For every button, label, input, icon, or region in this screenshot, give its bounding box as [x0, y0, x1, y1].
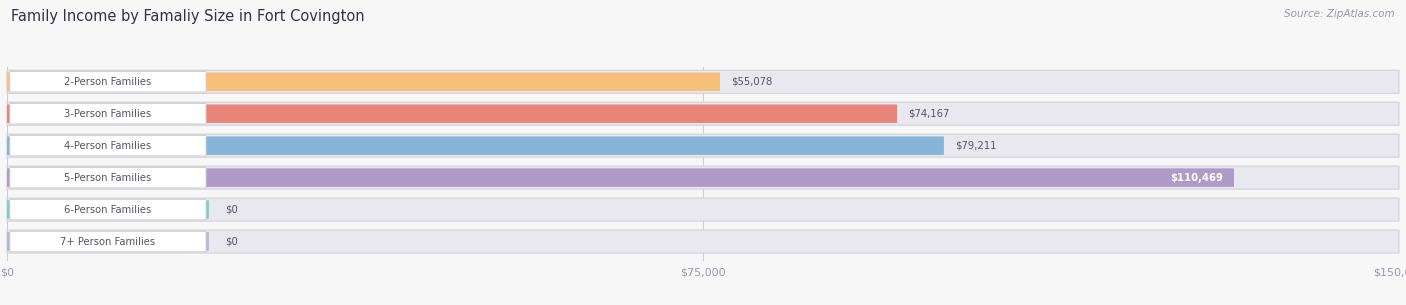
- Text: Source: ZipAtlas.com: Source: ZipAtlas.com: [1284, 9, 1395, 19]
- FancyBboxPatch shape: [10, 135, 207, 156]
- Text: 4-Person Families: 4-Person Families: [65, 141, 152, 151]
- Text: $110,469: $110,469: [1170, 173, 1223, 183]
- FancyBboxPatch shape: [7, 168, 1234, 187]
- Text: 5-Person Families: 5-Person Families: [65, 173, 152, 183]
- FancyBboxPatch shape: [7, 102, 1399, 125]
- FancyBboxPatch shape: [7, 134, 1399, 157]
- FancyBboxPatch shape: [7, 136, 943, 155]
- FancyBboxPatch shape: [10, 199, 207, 220]
- Text: 2-Person Families: 2-Person Families: [65, 77, 152, 87]
- FancyBboxPatch shape: [7, 73, 720, 91]
- Text: $0: $0: [225, 237, 238, 246]
- Text: $0: $0: [225, 205, 238, 215]
- FancyBboxPatch shape: [10, 72, 207, 92]
- Text: Family Income by Famaliy Size in Fort Covington: Family Income by Famaliy Size in Fort Co…: [11, 9, 366, 24]
- FancyBboxPatch shape: [7, 104, 897, 123]
- Text: 3-Person Families: 3-Person Families: [65, 109, 152, 119]
- FancyBboxPatch shape: [7, 200, 209, 219]
- FancyBboxPatch shape: [10, 167, 207, 188]
- Text: $55,078: $55,078: [731, 77, 772, 87]
- Text: 7+ Person Families: 7+ Person Families: [60, 237, 156, 246]
- Text: $74,167: $74,167: [908, 109, 949, 119]
- FancyBboxPatch shape: [10, 231, 207, 252]
- Text: $79,211: $79,211: [955, 141, 997, 151]
- FancyBboxPatch shape: [7, 198, 1399, 221]
- Text: 6-Person Families: 6-Person Families: [65, 205, 152, 215]
- FancyBboxPatch shape: [10, 103, 207, 124]
- FancyBboxPatch shape: [7, 232, 209, 251]
- FancyBboxPatch shape: [7, 230, 1399, 253]
- FancyBboxPatch shape: [7, 166, 1399, 189]
- FancyBboxPatch shape: [7, 70, 1399, 93]
